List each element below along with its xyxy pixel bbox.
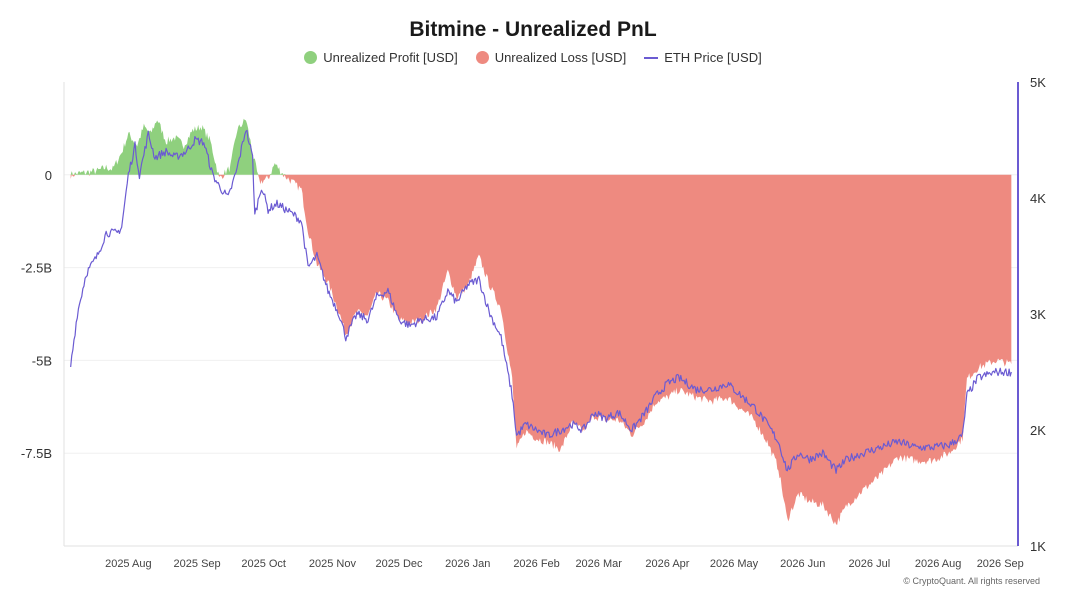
x-tick-label: 2026 Sep [977, 558, 1024, 570]
x-tick-label: 2026 Feb [513, 558, 559, 570]
legend-label-eth-price: ETH Price [USD] [664, 50, 762, 65]
copyright-footer: © CryptoQuant. All rights reserved [903, 576, 1040, 586]
y-left-tick-label: -7.5B [21, 446, 52, 461]
x-tick-label: 2026 Apr [645, 558, 689, 570]
eth-price-line-group [70, 129, 1012, 474]
y-right-tick-label: 3K [1030, 307, 1046, 322]
x-tick-label: 2026 May [710, 558, 759, 570]
x-tick-label: 2025 Aug [105, 558, 152, 570]
y-axis-left: 0 -2.5B -5B -7.5B [21, 168, 52, 461]
unrealized-loss-area [70, 174, 1012, 525]
x-tick-label: 2025 Sep [174, 558, 221, 570]
x-tick-label: 2026 Jan [445, 558, 490, 570]
x-tick-label: 2026 Aug [915, 558, 962, 570]
y-right-tick-label: 5K [1030, 75, 1046, 90]
chart-title: Bitmine - Unrealized PnL [409, 18, 657, 41]
pnl-areas [70, 118, 1012, 525]
eth-price-line [70, 129, 1012, 474]
x-axis: 2025 Aug 2025 Sep 2025 Oct 2025 Nov 2025 Dec… [105, 558, 1024, 570]
axes [63, 82, 1019, 547]
legend-label-loss: Unrealized Loss [USD] [494, 50, 627, 65]
chart-legend: Unrealized Profit [USD] Unrealized Loss … [0, 50, 1066, 65]
legend-item-eth-price[interactable]: ETH Price [USD] [644, 50, 762, 65]
x-tick-label: 2026 Jul [849, 558, 891, 570]
y-right-tick-label: 2K [1030, 423, 1046, 438]
x-tick-label: 2026 Mar [575, 558, 622, 570]
y-left-tick-label: -5B [32, 353, 52, 368]
y-left-tick-label: -2.5B [21, 261, 52, 276]
x-tick-label: 2025 Nov [309, 558, 357, 570]
x-tick-label: 2025 Dec [375, 558, 423, 570]
legend-swatch-eth-price [644, 56, 659, 59]
legend-swatch-loss [475, 51, 489, 64]
legend-swatch-profit [304, 51, 318, 64]
x-tick-label: 2026 Jun [780, 558, 825, 570]
y-left-tick-label: 0 [45, 168, 52, 183]
unrealized-profit-area [70, 118, 1012, 175]
y-right-tick-label: 1K [1030, 539, 1046, 554]
legend-item-loss[interactable]: Unrealized Loss [USD] [475, 50, 627, 65]
y-axis-right: 5K 4K 3K 2K 1K [1030, 75, 1046, 554]
legend-item-profit[interactable]: Unrealized Profit [USD] [304, 50, 458, 65]
legend-label-profit: Unrealized Profit [USD] [323, 50, 458, 65]
y-right-tick-label: 4K [1030, 191, 1046, 206]
x-tick-label: 2025 Oct [241, 558, 286, 570]
